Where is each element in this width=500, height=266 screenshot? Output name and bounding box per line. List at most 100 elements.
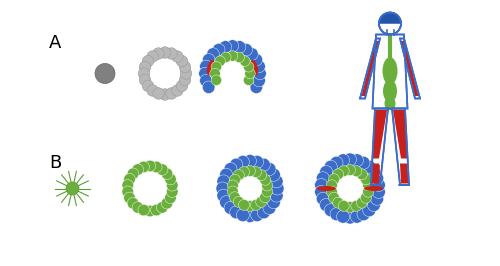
Polygon shape: [400, 164, 409, 184]
Circle shape: [224, 163, 237, 176]
Circle shape: [326, 186, 338, 197]
Circle shape: [244, 75, 254, 85]
Circle shape: [360, 174, 372, 185]
Circle shape: [370, 192, 384, 205]
Circle shape: [316, 192, 330, 205]
Circle shape: [351, 166, 362, 177]
Circle shape: [150, 161, 162, 173]
Circle shape: [245, 68, 256, 79]
Polygon shape: [401, 41, 418, 96]
Circle shape: [166, 186, 178, 197]
Circle shape: [244, 201, 256, 211]
Circle shape: [164, 173, 176, 185]
Ellipse shape: [317, 186, 336, 191]
Circle shape: [172, 51, 183, 62]
Circle shape: [147, 51, 158, 62]
Circle shape: [256, 196, 266, 207]
Circle shape: [211, 75, 222, 85]
Circle shape: [211, 61, 222, 72]
Circle shape: [220, 196, 232, 209]
Circle shape: [344, 153, 356, 166]
Circle shape: [262, 186, 272, 197]
Circle shape: [368, 165, 380, 178]
Circle shape: [362, 160, 376, 173]
Circle shape: [253, 60, 266, 73]
Circle shape: [200, 60, 212, 73]
Circle shape: [328, 174, 340, 185]
Circle shape: [234, 170, 244, 181]
Circle shape: [314, 185, 328, 198]
Circle shape: [124, 173, 136, 185]
Circle shape: [212, 43, 225, 56]
Circle shape: [164, 192, 176, 203]
Circle shape: [138, 161, 149, 173]
Circle shape: [132, 202, 143, 213]
Text: B: B: [49, 155, 61, 172]
Circle shape: [230, 174, 240, 185]
Circle shape: [336, 154, 349, 167]
Circle shape: [162, 168, 173, 180]
Circle shape: [324, 204, 338, 217]
Circle shape: [133, 172, 167, 205]
Circle shape: [332, 197, 344, 208]
Circle shape: [66, 182, 79, 195]
Circle shape: [234, 41, 246, 53]
Circle shape: [150, 204, 162, 216]
Circle shape: [140, 61, 151, 73]
Circle shape: [127, 197, 138, 209]
Ellipse shape: [250, 60, 258, 76]
Circle shape: [220, 52, 231, 63]
Circle shape: [256, 170, 266, 181]
Circle shape: [253, 74, 266, 87]
Circle shape: [122, 186, 134, 197]
Circle shape: [246, 48, 258, 60]
Circle shape: [179, 74, 190, 86]
Circle shape: [226, 40, 239, 52]
Circle shape: [236, 155, 250, 168]
Circle shape: [262, 180, 272, 191]
Circle shape: [250, 53, 262, 66]
Circle shape: [202, 81, 215, 94]
Circle shape: [244, 155, 256, 168]
Circle shape: [179, 61, 190, 73]
Circle shape: [236, 209, 250, 222]
Circle shape: [240, 56, 250, 66]
Circle shape: [217, 189, 230, 202]
Circle shape: [370, 172, 384, 185]
Ellipse shape: [382, 57, 398, 85]
Wedge shape: [379, 13, 401, 23]
Circle shape: [234, 196, 244, 207]
Circle shape: [202, 53, 215, 66]
Text: A: A: [49, 35, 61, 52]
Circle shape: [338, 166, 349, 177]
Circle shape: [238, 177, 262, 201]
Polygon shape: [393, 110, 408, 159]
Circle shape: [230, 158, 243, 171]
Circle shape: [362, 186, 374, 197]
Circle shape: [220, 168, 232, 181]
Circle shape: [244, 210, 256, 222]
Circle shape: [330, 156, 343, 169]
Circle shape: [362, 204, 376, 217]
Circle shape: [368, 198, 380, 211]
Circle shape: [250, 81, 262, 94]
Circle shape: [250, 200, 262, 210]
Circle shape: [268, 168, 280, 181]
Circle shape: [140, 74, 151, 86]
Circle shape: [95, 64, 115, 84]
Circle shape: [316, 172, 330, 185]
Circle shape: [338, 200, 349, 211]
Circle shape: [220, 61, 245, 86]
Circle shape: [351, 200, 362, 211]
Circle shape: [240, 43, 252, 56]
Circle shape: [138, 68, 150, 79]
Circle shape: [144, 160, 156, 172]
Polygon shape: [388, 110, 392, 185]
Ellipse shape: [383, 80, 397, 102]
Circle shape: [250, 209, 264, 222]
Circle shape: [153, 88, 164, 99]
Circle shape: [224, 201, 237, 214]
Circle shape: [244, 165, 256, 177]
Circle shape: [176, 55, 188, 67]
Circle shape: [207, 48, 220, 60]
